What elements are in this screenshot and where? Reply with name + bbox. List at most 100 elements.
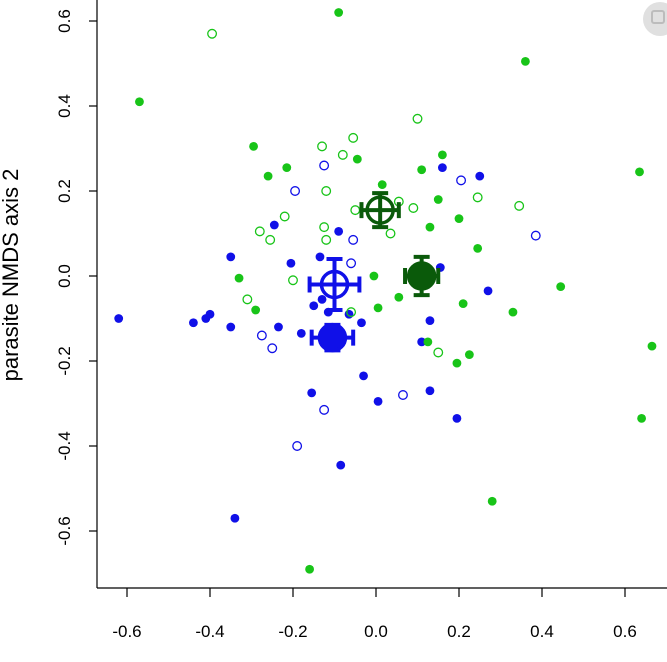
data-point-green-filled [282,163,292,173]
centroid-dark_green-filled [403,254,441,298]
data-point-blue-open [267,343,278,354]
x-tick-label: -0.4 [195,622,224,641]
data-point-blue-filled [344,309,354,319]
data-point-blue-filled [286,258,296,268]
corner-badge-icon[interactable] [643,2,667,36]
data-point-blue-filled [475,171,485,181]
data-point-green-filled [452,358,462,368]
data-point-green-filled [473,243,483,253]
x-tick-label: -0.2 [278,622,307,641]
y-tick-label: 0.6 [55,9,74,33]
data-point-blue-filled [336,460,346,470]
y-tick-label: -0.2 [55,346,74,375]
data-point-blue-open [456,175,467,186]
data-point-blue-filled [205,309,215,319]
data-point-green-filled [135,97,144,107]
data-point-green-open [412,113,423,124]
data-point-green-open [288,275,298,286]
data-point-green-open [265,234,276,245]
data-point-green-filled [263,171,273,181]
data-point-blue-open [256,330,267,341]
data-point-green-filled [433,195,443,204]
data-point-green-filled [556,282,566,292]
data-point-blue-open [319,404,330,415]
data-point-green-open [317,141,328,152]
centroid-blue-open [307,257,362,312]
data-point-green-filled [464,350,474,360]
data-point-green-filled [635,167,644,177]
data-point-green-open [319,222,330,233]
data-point-green-open [254,226,265,237]
data-point-green-filled [394,292,404,302]
data-point-blue-filled [226,252,236,262]
x-tick-label: -0.6 [112,622,141,641]
data-point-green-open [346,307,357,318]
data-point-blue-filled [425,386,435,396]
data-point-green-filled [637,413,646,423]
data-point-blue-filled [334,226,344,236]
data-point-blue-filled [373,396,383,406]
y-tick-label: -0.4 [55,431,74,460]
data-point-green-filled [352,154,362,164]
data-point-blue-filled [317,294,327,304]
data-point-green-filled [458,299,468,309]
data-point-green-filled [305,564,314,574]
data-point-green-filled [425,222,435,232]
data-point-green-open [408,203,419,213]
data-point-blue-filled [359,371,368,381]
data-point-green-open [279,211,290,222]
data-point-green-open [321,234,332,245]
axes-layer: -0.6 -0.4 -0.2 0.0 0.2 0.4 0.6 -0.6 -0.4 -0.2 0.0 0… [55,0,667,641]
data-point-green-filled [417,165,427,175]
x-tick-label: 0.4 [530,622,554,641]
y-tick-label: 0.0 [55,264,74,288]
data-point-blue-filled [425,316,435,326]
data-point-blue-open [290,186,301,196]
centroid-blue-filled [309,322,356,353]
y-tick-label: 0.4 [55,94,74,118]
y-tick-label: -0.6 [55,516,74,545]
data-point-blue-filled [357,318,366,328]
data-point-blue-open [346,258,357,269]
data-point-green-filled [373,303,383,313]
y-tick-label: 0.2 [55,179,74,203]
data-point-blue-open [319,160,330,171]
data-point-green-filled [369,271,379,281]
data-point-blue-filled [315,252,325,262]
data-point-green-open [514,200,525,211]
data-point-green-open [207,28,218,39]
data-point-blue-open [530,230,541,241]
data-point-blue-open [348,234,359,245]
data-point-green-filled [234,273,244,283]
data-point-green-filled [423,337,433,347]
data-point-blue-filled [226,322,236,332]
data-point-green-open [472,192,483,203]
data-point-green-open [321,186,332,196]
centroid-dark_green-open [359,191,401,230]
data-point-blue-filled [307,388,317,398]
x-tick-label: 0.6 [613,622,637,641]
data-point-green-filled [249,141,258,151]
points-layer [114,8,657,574]
data-point-green-filled [334,8,344,17]
x-tick-label: 0.2 [447,622,471,641]
data-point-green-open [350,205,361,216]
data-point-blue-filled [417,337,427,347]
data-point-blue-open [398,390,408,400]
data-point-green-open [385,228,396,239]
data-point-blue-filled [230,513,240,523]
data-point-green-filled [487,496,497,506]
data-point-green-filled [377,180,387,190]
y-axis-label: parasite NMDS axis 2 [0,169,23,382]
data-point-blue-open [292,441,303,451]
data-point-blue-filled [483,286,493,296]
data-point-blue-filled [114,314,124,323]
data-point-green-open [433,347,444,358]
data-point-blue-filled [296,328,306,338]
data-point-green-filled [508,307,518,317]
data-point-green-filled [454,214,464,224]
data-point-green-open [337,149,348,160]
data-point-blue-filled [452,413,462,423]
data-point-green-open [242,294,253,305]
